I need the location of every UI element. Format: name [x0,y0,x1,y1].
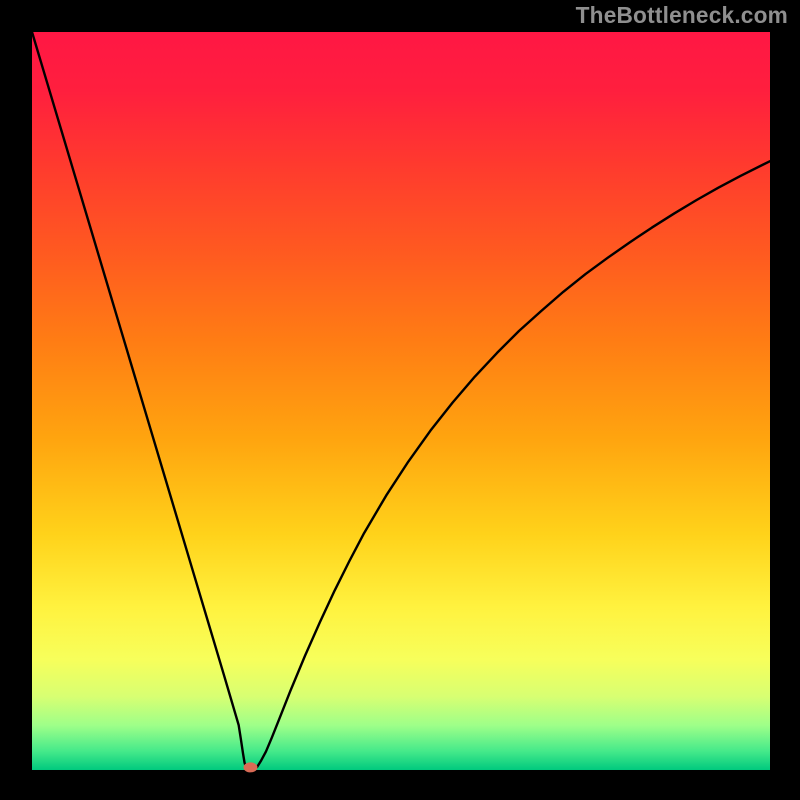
chart-svg [0,0,800,800]
minimum-marker [243,762,257,772]
chart-stage: TheBottleneck.com [0,0,800,800]
watermark-text: TheBottleneck.com [576,2,788,29]
